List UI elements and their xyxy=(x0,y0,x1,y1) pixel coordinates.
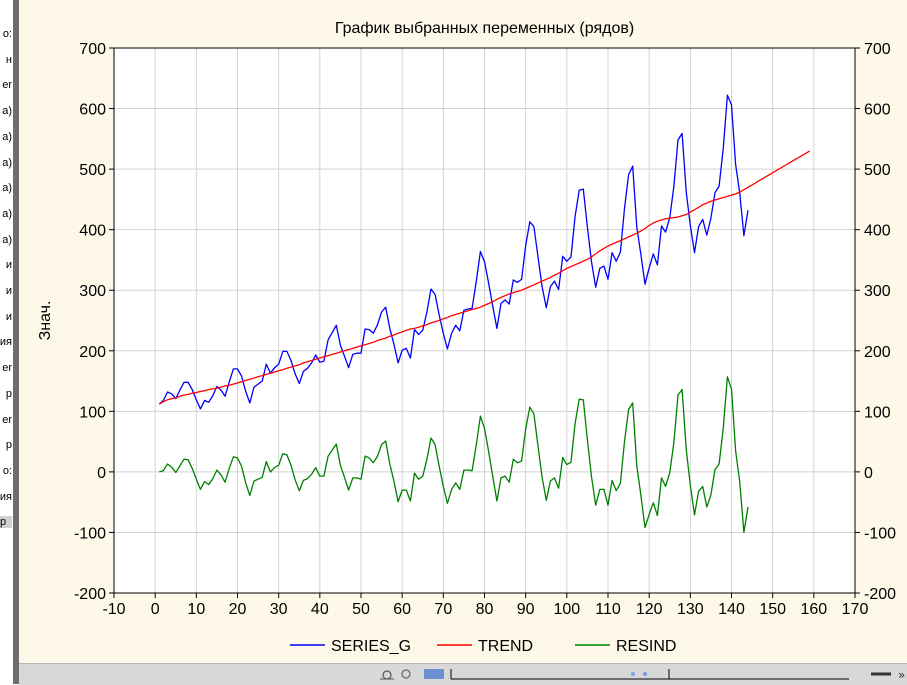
x-tick-label: 100 xyxy=(553,601,580,618)
variable-list-item[interactable]: р xyxy=(5,439,12,452)
variable-list-item[interactable]: и xyxy=(5,310,12,323)
y-tick-label: -200 xyxy=(74,586,106,603)
axis-ticks: -10 0 10 20 30 40 50 60 70 80 90 100 110 120 130 140 150… xyxy=(74,41,896,618)
variable-list-item[interactable]: a) xyxy=(2,233,12,246)
variable-list-item[interactable]: ия xyxy=(0,336,12,349)
variable-list-item[interactable]: er xyxy=(2,413,12,426)
chart-window: -10 0 10 20 30 40 50 60 70 80 90 100 110 120 130 140 150… xyxy=(19,0,907,684)
x-tick-label: 110 xyxy=(595,601,621,618)
overflow-chevron-icon[interactable]: » xyxy=(898,668,905,682)
series-line-series-g xyxy=(158,94,749,410)
x-tick-label: 0 xyxy=(151,601,160,618)
x-tick-label: 20 xyxy=(229,601,247,618)
y-tick-label: 200 xyxy=(79,344,106,361)
series-lines xyxy=(158,94,811,534)
chart-toolbar: » xyxy=(19,663,907,685)
x-tick-label: 40 xyxy=(311,601,329,618)
variable-list-item[interactable]: o: xyxy=(2,464,12,477)
variable-list-item[interactable]: er xyxy=(2,362,12,375)
variable-list-item[interactable]: o: xyxy=(2,28,12,40)
legend-label: TREND xyxy=(478,638,533,655)
y2-tick-label: 0 xyxy=(864,465,873,482)
y-axis-label: Знач. xyxy=(37,301,54,341)
variable-list-item[interactable]: er xyxy=(2,79,12,92)
legend: SERIES_G TREND RESIND xyxy=(290,638,676,655)
y2-tick-label: 500 xyxy=(864,162,891,179)
variable-list-item[interactable]: р xyxy=(5,387,12,400)
variable-list-item[interactable]: a) xyxy=(2,182,12,195)
y2-tick-label: 400 xyxy=(864,223,891,240)
variable-list-item[interactable]: a) xyxy=(2,156,12,169)
series-line-resind xyxy=(159,376,749,534)
x-tick-label: 30 xyxy=(270,601,288,618)
y2-tick-label: 100 xyxy=(864,404,891,421)
y2-tick-label: 600 xyxy=(864,102,891,119)
y-tick-label: 100 xyxy=(79,404,106,421)
x-tick-label: 10 xyxy=(187,601,205,618)
x-tick-label: 70 xyxy=(434,601,452,618)
variable-list-item[interactable]: ия xyxy=(0,490,12,503)
variable-list-item[interactable]: a) xyxy=(2,207,12,220)
chart-canvas: -10 0 10 20 30 40 50 60 70 80 90 100 110 120 130 140 150… xyxy=(37,20,896,655)
x-tick-label: 90 xyxy=(517,601,535,618)
legend-label: RESIND xyxy=(616,638,676,655)
y2-tick-label: 700 xyxy=(864,41,891,58)
x-tick-label: 160 xyxy=(800,601,827,618)
variable-list-item[interactable]: р xyxy=(0,516,12,529)
x-tick-label: 120 xyxy=(636,601,663,618)
panel-splitter[interactable] xyxy=(13,0,19,684)
y-tick-label: 300 xyxy=(79,283,106,300)
y-tick-label: 400 xyxy=(79,223,106,240)
slider-dot-icon xyxy=(643,672,647,676)
y-tick-label: 500 xyxy=(79,162,106,179)
y2-tick-label: -200 xyxy=(864,586,896,603)
legend-label: SERIES_G xyxy=(331,638,411,655)
variable-list-item[interactable]: a) xyxy=(2,130,12,143)
variable-list-item[interactable]: a) xyxy=(2,105,12,118)
grid xyxy=(113,47,856,594)
slider-dot-icon xyxy=(631,672,635,676)
x-tick-label: 130 xyxy=(677,601,704,618)
y-tick-label: -100 xyxy=(74,525,106,542)
x-tick-label: 50 xyxy=(352,601,370,618)
variables-list-strip: o: н er a) a) a) a) a) a) и и и ия er р er р o: ия р xyxy=(0,0,13,684)
brush-color-icon[interactable] xyxy=(424,669,444,679)
zoom-tool-icon[interactable] xyxy=(380,670,394,680)
variable-list-item[interactable]: и xyxy=(5,285,12,297)
x-tick-label: -10 xyxy=(102,601,125,618)
series-line-trend xyxy=(158,150,811,405)
x-tick-label: 60 xyxy=(393,601,411,618)
y-tick-label: 700 xyxy=(79,41,106,58)
y-tick-label: 0 xyxy=(97,465,106,482)
x-tick-label: 80 xyxy=(476,601,494,618)
y2-tick-label: 300 xyxy=(864,283,891,300)
gear-icon[interactable] xyxy=(401,669,411,679)
chart-title: График выбранных переменных (рядов) xyxy=(335,20,634,37)
y2-tick-label: 200 xyxy=(864,344,891,361)
y-tick-label: 600 xyxy=(79,102,106,119)
x-tick-label: 150 xyxy=(759,601,786,618)
x-tick-label: 140 xyxy=(718,601,745,618)
variable-list-item[interactable]: и xyxy=(5,259,12,272)
y2-tick-label: -100 xyxy=(864,525,896,542)
x-tick-label: 170 xyxy=(842,601,869,618)
variable-list-item[interactable]: н xyxy=(5,53,12,66)
